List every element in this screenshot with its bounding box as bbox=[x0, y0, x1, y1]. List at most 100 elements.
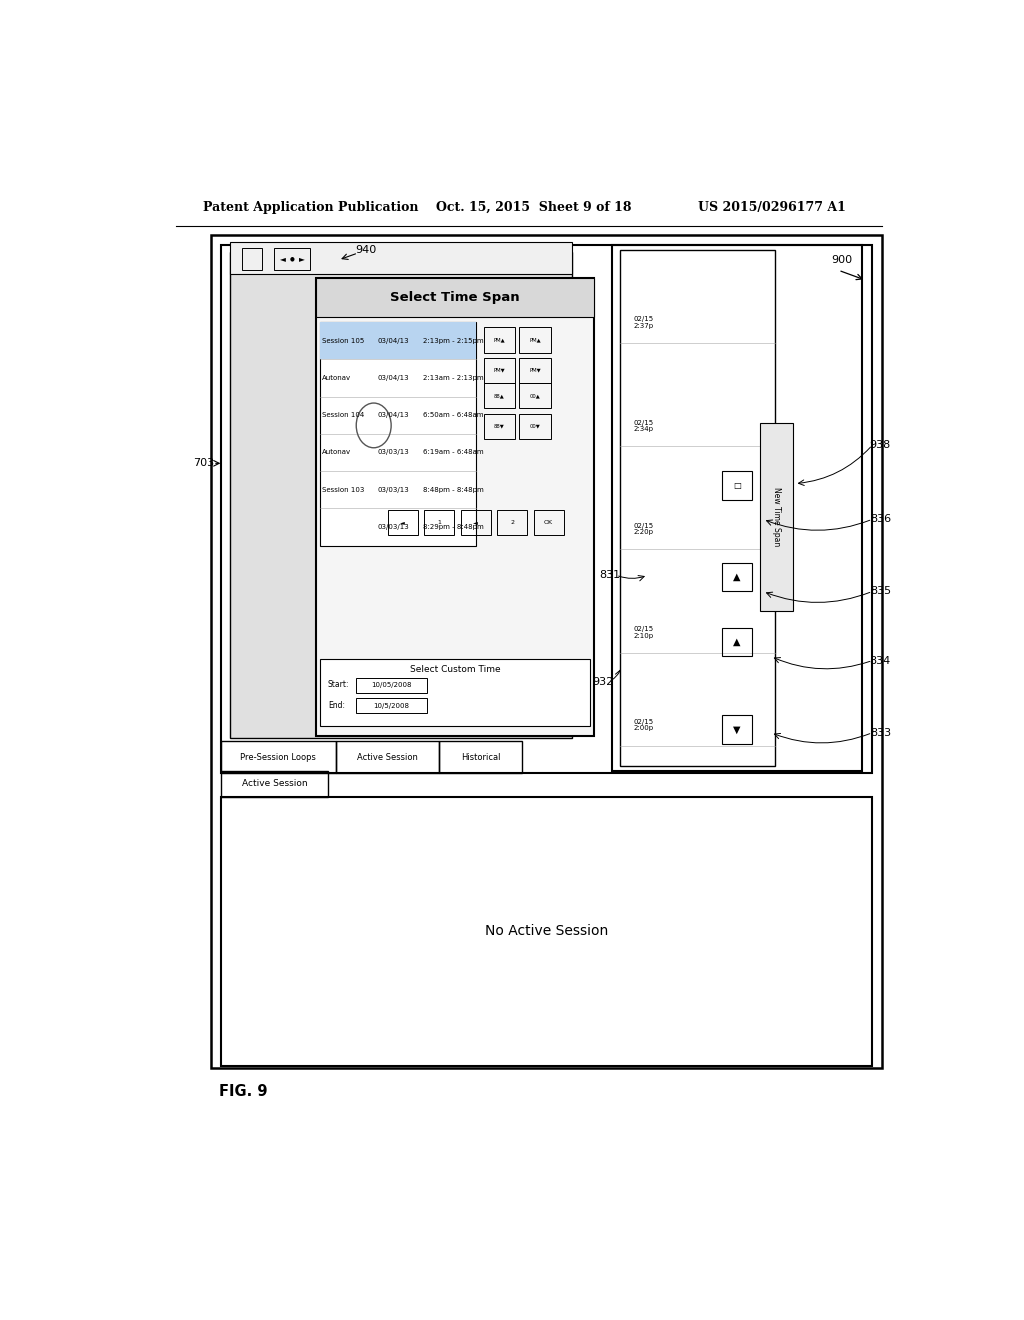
Text: 00▲: 00▲ bbox=[529, 393, 541, 399]
Bar bbox=[230, 242, 571, 275]
Bar bbox=[483, 358, 515, 383]
Text: ◄: ◄ bbox=[400, 520, 404, 525]
Bar bbox=[355, 677, 427, 693]
Bar bbox=[274, 248, 309, 271]
Text: 8:29pm - 8:48pm: 8:29pm - 8:48pm bbox=[423, 524, 484, 531]
Text: Patent Application Publication: Patent Application Publication bbox=[204, 201, 419, 214]
Text: Oct. 15, 2015  Sheet 9 of 18: Oct. 15, 2015 Sheet 9 of 18 bbox=[436, 201, 632, 214]
Text: ►: ► bbox=[299, 255, 304, 264]
Text: Select Custom Time: Select Custom Time bbox=[410, 665, 501, 675]
Bar bbox=[336, 741, 439, 774]
Bar bbox=[505, 463, 519, 661]
Bar bbox=[221, 741, 336, 774]
Text: PM▼: PM▼ bbox=[494, 368, 505, 372]
Text: No Active Session: No Active Session bbox=[484, 924, 608, 939]
Text: 834: 834 bbox=[869, 656, 891, 665]
Bar bbox=[316, 279, 594, 317]
Bar bbox=[519, 413, 551, 440]
Text: Session 103: Session 103 bbox=[323, 487, 365, 492]
Text: 02/15
2:20p: 02/15 2:20p bbox=[634, 523, 654, 536]
Bar bbox=[387, 510, 418, 536]
Text: 836: 836 bbox=[869, 515, 891, 524]
Text: 88▲: 88▲ bbox=[494, 393, 505, 399]
Text: 02/15
2:37p: 02/15 2:37p bbox=[634, 317, 654, 329]
Bar bbox=[497, 510, 527, 536]
Text: 03/03/13: 03/03/13 bbox=[377, 524, 409, 531]
Bar bbox=[355, 698, 427, 713]
Bar bbox=[321, 660, 590, 726]
Text: 833: 833 bbox=[869, 727, 891, 738]
Text: Select Time Span: Select Time Span bbox=[390, 292, 520, 304]
Text: ▼: ▼ bbox=[733, 725, 740, 735]
Text: OK: OK bbox=[544, 520, 553, 525]
Text: US 2015/0296177 A1: US 2015/0296177 A1 bbox=[697, 201, 846, 214]
Text: Session 105: Session 105 bbox=[323, 338, 365, 343]
Bar bbox=[722, 562, 752, 591]
Text: PM▲: PM▲ bbox=[494, 338, 505, 342]
Text: 900: 900 bbox=[831, 255, 853, 265]
Bar bbox=[483, 383, 515, 408]
Text: 10/5/2008: 10/5/2008 bbox=[374, 702, 410, 709]
Bar bbox=[221, 771, 328, 797]
Text: □: □ bbox=[733, 482, 740, 490]
Text: 88▼: 88▼ bbox=[494, 424, 505, 429]
Text: 6:50am - 6:48am: 6:50am - 6:48am bbox=[423, 412, 483, 418]
Bar bbox=[534, 510, 563, 536]
Text: 02/15
2:34p: 02/15 2:34p bbox=[634, 420, 654, 432]
Text: 02/15
2:00p: 02/15 2:00p bbox=[634, 719, 654, 731]
Text: 02/15
2:10p: 02/15 2:10p bbox=[634, 626, 654, 639]
Text: 6:19am - 6:48am: 6:19am - 6:48am bbox=[423, 450, 484, 455]
Text: 835: 835 bbox=[869, 586, 891, 597]
Bar bbox=[722, 715, 752, 744]
Text: 940: 940 bbox=[355, 246, 377, 255]
Text: Session 104: Session 104 bbox=[323, 412, 365, 418]
Bar bbox=[221, 797, 871, 1067]
Text: FIG. 9: FIG. 9 bbox=[219, 1084, 267, 1100]
Text: Active Session: Active Session bbox=[242, 780, 307, 788]
Bar bbox=[321, 322, 475, 359]
Bar bbox=[620, 249, 775, 766]
Bar bbox=[461, 510, 490, 536]
Text: 2:13pm - 2:15pm: 2:13pm - 2:15pm bbox=[423, 338, 484, 343]
Text: 03/04/13: 03/04/13 bbox=[377, 338, 409, 343]
Text: 00▼: 00▼ bbox=[529, 424, 541, 429]
Text: 10/05/2008: 10/05/2008 bbox=[372, 682, 412, 689]
Text: ●: ● bbox=[290, 256, 295, 261]
Bar bbox=[760, 422, 793, 611]
Text: 1: 1 bbox=[437, 520, 441, 525]
Bar bbox=[424, 510, 455, 536]
Text: 2:13am - 2:13pm: 2:13am - 2:13pm bbox=[423, 375, 484, 381]
Bar bbox=[439, 741, 522, 774]
Bar bbox=[519, 383, 551, 408]
Bar bbox=[722, 628, 752, 656]
Text: 938: 938 bbox=[869, 440, 891, 450]
Text: 932: 932 bbox=[592, 677, 613, 686]
Text: 03/04/13: 03/04/13 bbox=[377, 412, 409, 418]
Bar bbox=[230, 252, 571, 738]
Text: ▲: ▲ bbox=[733, 572, 740, 582]
Bar bbox=[211, 235, 882, 1068]
Bar bbox=[221, 244, 871, 774]
Text: 03/03/13: 03/03/13 bbox=[377, 450, 409, 455]
Text: ▲: ▲ bbox=[733, 638, 740, 647]
Bar bbox=[519, 327, 551, 352]
Text: Historical: Historical bbox=[461, 752, 501, 762]
Text: 03/03/13: 03/03/13 bbox=[377, 487, 409, 492]
Bar bbox=[483, 413, 515, 440]
Text: PM▲: PM▲ bbox=[529, 338, 541, 342]
Text: Autonav: Autonav bbox=[323, 450, 351, 455]
Bar bbox=[483, 327, 515, 352]
Bar bbox=[316, 279, 594, 735]
Bar bbox=[243, 248, 262, 271]
Text: 8:48pm - 8:48pm: 8:48pm - 8:48pm bbox=[423, 487, 484, 492]
Text: New Time Span: New Time Span bbox=[772, 487, 781, 546]
Text: Active Session: Active Session bbox=[357, 752, 418, 762]
Text: 831: 831 bbox=[599, 570, 621, 579]
Text: 2: 2 bbox=[510, 520, 514, 525]
Bar bbox=[612, 244, 862, 771]
Text: 703: 703 bbox=[193, 458, 214, 469]
Text: Autonav: Autonav bbox=[323, 375, 351, 381]
Text: ◄: ◄ bbox=[473, 520, 478, 525]
Text: Start:: Start: bbox=[328, 680, 349, 689]
Text: Pre-Session Loops: Pre-Session Loops bbox=[241, 752, 316, 762]
